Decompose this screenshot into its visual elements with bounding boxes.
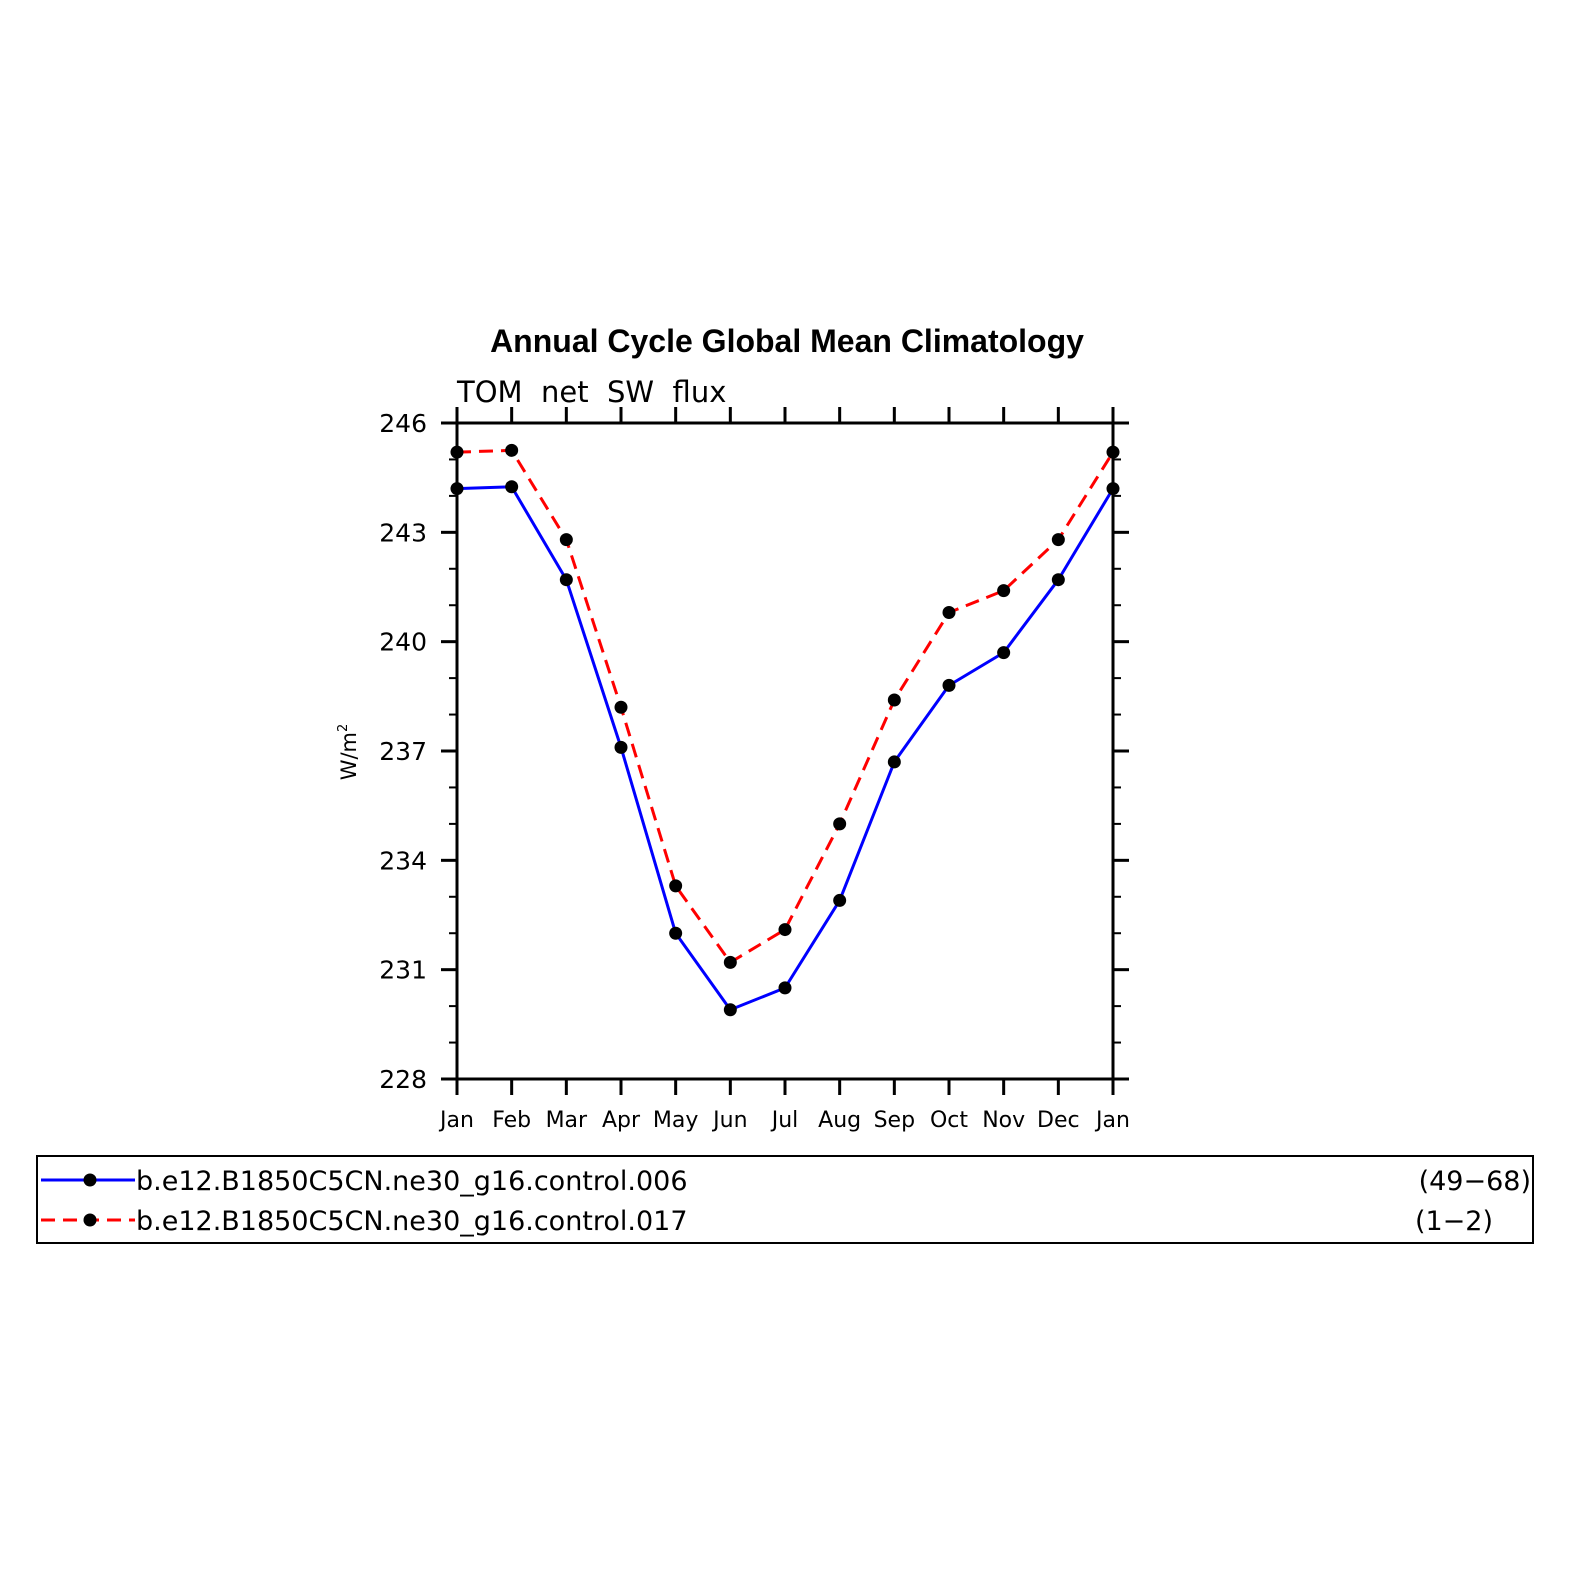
legend-years-1: (49−68) (1419, 1166, 1531, 1197)
series-1-marker (1106, 482, 1120, 496)
y-tick-label: 231 (379, 956, 427, 985)
x-tick-label: Feb (492, 1108, 531, 1133)
series-1-marker (505, 480, 519, 494)
series-2-marker (669, 879, 683, 893)
legend-years-2: (1−2) (1415, 1206, 1493, 1237)
legend-series-name-2: b.e12.B1850C5CN.ne30_g16.control.017 (136, 1206, 688, 1237)
series-1-marker (942, 678, 956, 692)
axis-ticks (441, 407, 1129, 1095)
series-1-marker (723, 1003, 737, 1017)
axis-tick-labels: 246 243 240 237 234 231 228 Jan Feb Mar Apr May Jun J… (379, 409, 1130, 1133)
series-2-marker (1051, 533, 1065, 547)
y-tick-label: 240 (379, 628, 427, 657)
x-tick-label: Jun (711, 1108, 747, 1133)
legend-marker-2 (83, 1213, 97, 1227)
x-tick-label: May (653, 1108, 698, 1133)
series-1-marker (559, 573, 573, 587)
series-1-marker (1051, 573, 1065, 587)
y-tick-label: 246 (379, 409, 427, 438)
x-tick-label: Jan (438, 1108, 474, 1133)
series-layer (450, 443, 1120, 1017)
series-2-marker (778, 923, 792, 937)
y-tick-label: 237 (379, 737, 427, 766)
x-tick-label: Sep (874, 1108, 915, 1133)
x-tick-label: Oct (930, 1108, 968, 1133)
series-2-marker (723, 955, 737, 969)
series-1-marker (833, 893, 847, 907)
x-tick-label: Nov (982, 1108, 1025, 1133)
x-tick-label: Dec (1037, 1108, 1080, 1133)
series-1-marker (778, 981, 792, 995)
y-axis-label-text: W/m (337, 732, 361, 780)
y-axis-label: W/m2 (336, 724, 361, 781)
legend-box (36, 1155, 1534, 1244)
x-tick-label: Aug (818, 1108, 861, 1133)
series-1-marker (450, 482, 464, 496)
series-2-marker (887, 693, 901, 707)
legend: b.e12.B1850C5CN.ne30_g16.control.006 (49−… (41, 1166, 1531, 1237)
series-2-marker (997, 584, 1011, 598)
y-tick-label: 228 (379, 1065, 427, 1094)
x-tick-label: Jan (1094, 1108, 1130, 1133)
legend-series-name-1: b.e12.B1850C5CN.ne30_g16.control.006 (136, 1166, 688, 1197)
x-tick-label: Mar (546, 1108, 588, 1133)
series-1-marker (614, 740, 628, 754)
x-tick-label: Jul (770, 1108, 799, 1133)
chart-title: Annual Cycle Global Mean Climatology (490, 323, 1084, 359)
chart-subtitle: TOM net SW flux (456, 375, 726, 409)
series-2-marker (614, 700, 628, 714)
series-1-marker (887, 755, 901, 769)
series-1-marker (669, 926, 683, 940)
series-2-marker (942, 606, 956, 620)
series-2-marker (833, 817, 847, 831)
legend-marker-1 (83, 1173, 97, 1187)
y-tick-label: 243 (379, 518, 427, 547)
series-1-marker (997, 646, 1011, 660)
y-tick-label: 234 (379, 846, 427, 875)
x-tick-label: Apr (602, 1108, 641, 1133)
series-2-marker (1106, 445, 1120, 459)
series-2-marker (450, 445, 464, 459)
svg-text:W/m2: W/m2 (336, 724, 361, 781)
y-axis-label-superscript: 2 (336, 724, 351, 732)
series-2-marker (505, 443, 519, 457)
series-line-2 (456, 448, 1115, 964)
series-2-marker (559, 533, 573, 547)
